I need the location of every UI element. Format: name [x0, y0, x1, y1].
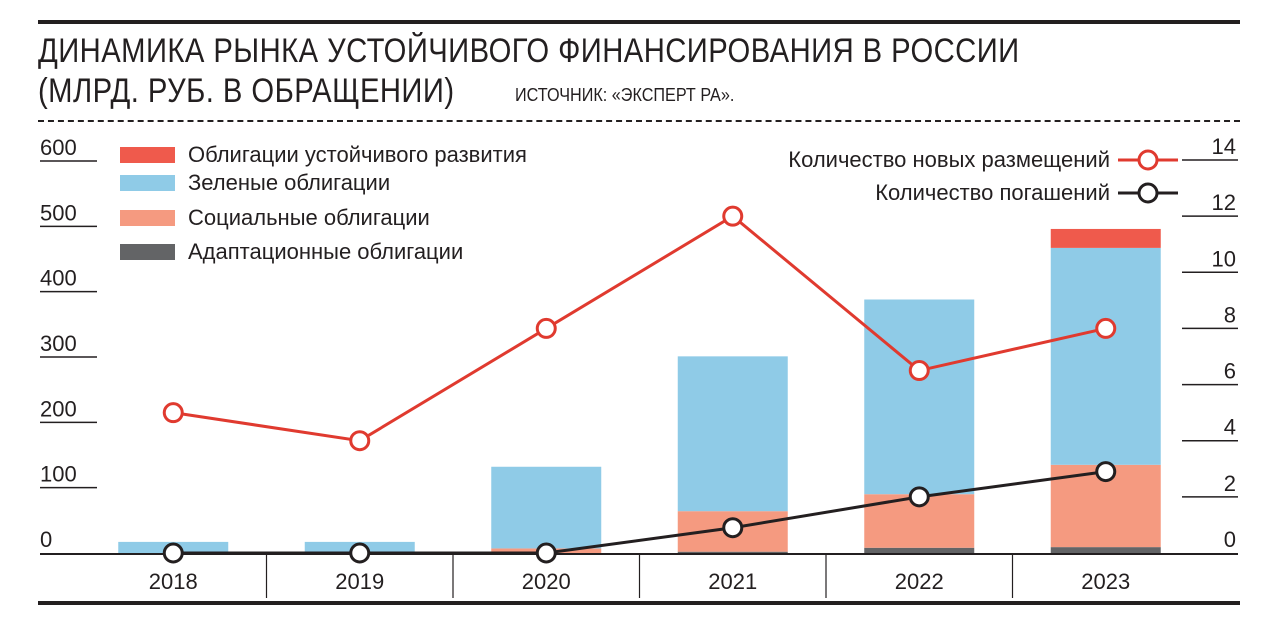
line-marker [1095, 461, 1117, 483]
line-legend-label: Количество погашений [875, 180, 1110, 205]
legend-swatch [120, 147, 175, 163]
bar-segment [1050, 228, 1161, 248]
line-series [173, 214, 1107, 443]
line-marker [908, 360, 930, 382]
chart-title-units: (МЛРД. РУБ. В ОБРАЩЕНИИ) [38, 72, 455, 110]
x-axis-category-label: 2019 [335, 569, 384, 594]
right-axis-tick-label: 14 [1212, 134, 1236, 159]
line-legend-label: Количество новых размещений [788, 147, 1110, 172]
legend-swatch [120, 210, 175, 226]
line-marker [1095, 317, 1117, 339]
chart-source: ИСТОЧНИК: «ЭКСПЕРТ РА». [515, 85, 735, 105]
bar-segment [677, 551, 788, 553]
bar-segment [491, 466, 602, 549]
left-axis-tick-label: 300 [40, 331, 77, 356]
line-marker [162, 542, 184, 564]
left-axis-tick-label: 100 [40, 462, 77, 487]
line-legend-marker [1137, 182, 1159, 204]
bottom-rule [38, 601, 1240, 605]
right-axis-tick-label: 2 [1224, 471, 1236, 496]
bar-segment [864, 299, 975, 495]
line-legend-marker [1137, 149, 1159, 171]
x-axis-category-label: 2023 [1081, 569, 1130, 594]
line-marker [349, 542, 371, 564]
x-axis-category-label: 2020 [522, 569, 571, 594]
legend-label: Адаптационные облигации [188, 239, 463, 264]
line-marker [908, 486, 930, 508]
legend-label: Социальные облигации [188, 205, 430, 230]
top-rule [38, 20, 1240, 24]
line-marker [349, 430, 371, 452]
legend-swatch [120, 175, 175, 191]
right-axis-tick-label: 8 [1224, 302, 1236, 327]
line-marker [535, 317, 557, 339]
right-axis-tick-label: 0 [1224, 527, 1236, 552]
right-axis-tick-label: 12 [1212, 190, 1236, 215]
line-series [173, 470, 1106, 555]
legend-label: Зеленые облигации [188, 170, 390, 195]
right-axis-tick-label: 10 [1212, 246, 1236, 271]
left-axis-tick-label: 200 [40, 396, 77, 421]
x-axis-category-label: 2021 [708, 569, 757, 594]
right-axis-tick-label: 6 [1224, 359, 1236, 384]
x-axis-category-label: 2018 [149, 569, 198, 594]
bar-segment [677, 356, 788, 512]
left-axis-tick-label: 600 [40, 135, 77, 160]
bar-segment [864, 547, 975, 553]
right-axis-tick-label: 4 [1224, 415, 1236, 440]
left-axis-tick-label: 400 [40, 266, 77, 291]
line-marker [722, 517, 744, 539]
bar-segment [1050, 247, 1161, 465]
line-marker [162, 402, 184, 424]
legend-label: Облигации устойчивого развития [188, 142, 527, 167]
x-axis-category-label: 2022 [895, 569, 944, 594]
bar-segment [1050, 547, 1161, 553]
left-axis-tick-label: 500 [40, 200, 77, 225]
dashed-separator [38, 120, 1240, 122]
left-axis-tick-label: 0 [40, 527, 52, 552]
line-marker [722, 205, 744, 227]
legend-swatch [120, 244, 175, 260]
line-marker [535, 542, 557, 564]
chart-title: ДИНАМИКА РЫНКА УСТОЙЧИВОГО ФИНАНСИРОВАНИ… [38, 32, 1020, 70]
